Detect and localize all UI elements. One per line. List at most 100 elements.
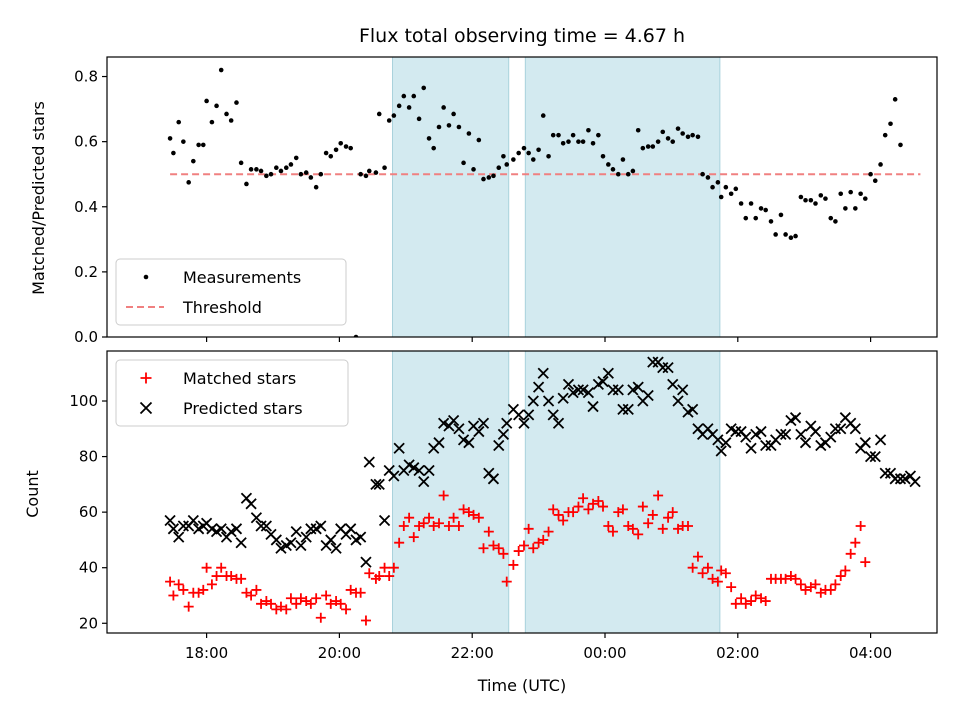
data-point (818, 193, 824, 198)
data-point (663, 512, 674, 523)
data-point (176, 119, 182, 125)
data-point (572, 384, 585, 396)
data-point (726, 582, 737, 593)
data-point (650, 144, 656, 149)
y-tick-label: 0.0 (74, 328, 98, 346)
data-point (388, 470, 400, 482)
y-tick-label: 0.6 (74, 133, 98, 151)
data-point (471, 167, 476, 172)
y-tick-label: 100 (69, 392, 98, 410)
data-point (898, 142, 903, 148)
data-point (215, 523, 227, 535)
data-point (443, 521, 454, 532)
data-point (577, 384, 589, 396)
data-point (270, 534, 282, 546)
data-point (504, 162, 510, 167)
axes-frame (106, 56, 938, 338)
x-axis-label: Time (UTC) (477, 676, 566, 695)
data-point (453, 423, 465, 435)
data-point (869, 450, 881, 463)
data-point (196, 142, 201, 148)
data-point (798, 194, 804, 200)
data-point (864, 450, 877, 463)
data-point (255, 520, 267, 532)
data-point (278, 168, 284, 174)
data-point (285, 593, 296, 604)
data-point (501, 154, 506, 159)
data-point (295, 593, 306, 604)
data-point (493, 439, 505, 452)
legend-marker (139, 401, 153, 415)
data-point (712, 576, 723, 587)
data-point (657, 362, 669, 374)
data-point (878, 162, 883, 167)
y-tick-label: 80 (79, 448, 98, 466)
data-point (903, 0, 908, 2)
data-point (882, 132, 888, 138)
data-point (386, 118, 392, 123)
data-point (406, 105, 412, 110)
data-point (171, 150, 176, 156)
data-point (625, 171, 631, 177)
data-point (582, 387, 595, 399)
data-point (408, 532, 419, 543)
data-point (293, 155, 299, 161)
data-point (254, 167, 259, 172)
data-point (458, 504, 469, 515)
data-point (384, 571, 395, 582)
bottom-y-axis-label: Count (23, 470, 42, 518)
data-point (423, 464, 435, 477)
data-point (508, 559, 519, 570)
data-point (318, 171, 324, 177)
data-point (370, 478, 382, 490)
data-point (858, 191, 863, 197)
legend-label: Measurements (183, 268, 301, 287)
data-point (707, 573, 718, 584)
data-point (859, 437, 871, 449)
data-point (173, 579, 184, 590)
data-point (730, 425, 742, 438)
data-point (542, 395, 555, 407)
data-point (660, 129, 666, 135)
data-point (627, 523, 638, 534)
data-point (394, 537, 405, 548)
data-point (376, 111, 382, 117)
data-point (780, 573, 791, 584)
data-point (570, 132, 576, 138)
data-point (580, 139, 586, 144)
data-point (640, 145, 646, 151)
data-point (918, 0, 923, 2)
y-tick-label: 0.8 (74, 68, 98, 86)
data-point (311, 593, 322, 604)
top-panel-ratio: 0.0 0.2 0.4 0.6 0.8 Measurements Threshold (74, 0, 938, 346)
data-point (862, 196, 868, 201)
data-point (558, 515, 569, 526)
data-point (433, 437, 445, 449)
bottom-panel-counts: 18:00 20:00 22:00 00:00 02:00 04:00 20 40 60 80 10… (69, 350, 938, 662)
data-point (393, 442, 405, 454)
data-point (758, 206, 764, 211)
data-point (712, 434, 724, 446)
data-point (587, 400, 599, 413)
data-point (236, 573, 247, 584)
data-point (738, 201, 744, 206)
data-point (275, 601, 286, 612)
data-point (378, 514, 391, 527)
data-point (773, 232, 778, 237)
data-point (461, 160, 466, 166)
data-point (810, 579, 821, 590)
data-point (692, 551, 703, 562)
x-tick-label: 18:00 (185, 644, 228, 662)
legend-label: Matched stars (183, 369, 296, 388)
data-point (516, 150, 521, 156)
data-point (532, 381, 545, 393)
data-point (690, 132, 695, 138)
data-point (642, 389, 654, 402)
data-point (453, 521, 464, 532)
data-point (627, 384, 639, 396)
data-point (597, 375, 609, 388)
data-point (288, 162, 294, 167)
data-point (373, 170, 379, 175)
data-point (607, 526, 618, 537)
data-point (411, 93, 417, 99)
